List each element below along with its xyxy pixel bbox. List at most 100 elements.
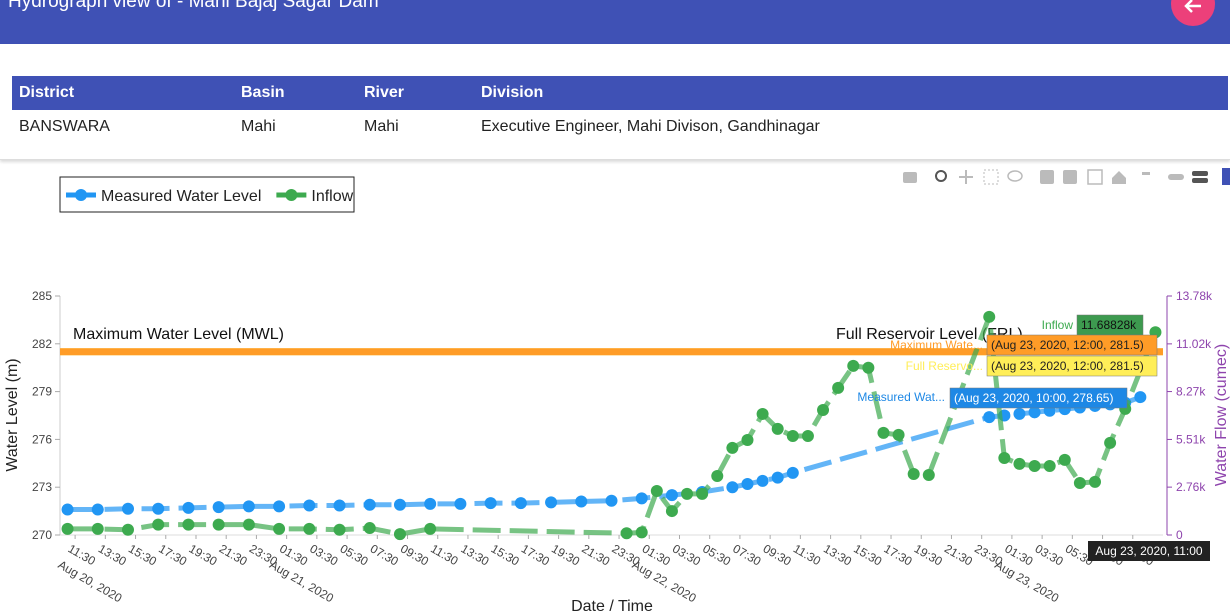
legend-label: Inflow — [311, 188, 353, 205]
x-tick-label: 09:30 — [761, 541, 794, 568]
data-point — [907, 467, 920, 480]
data-point — [1028, 406, 1041, 419]
x-tick-label: 05:30 — [700, 541, 733, 568]
hover-x-box — [1088, 541, 1210, 561]
data-point — [212, 518, 225, 531]
series-line — [67, 394, 1142, 513]
data-point — [832, 381, 845, 394]
hover-box — [986, 355, 1158, 377]
data-point — [665, 505, 678, 518]
y-tick-label: 282 — [32, 337, 52, 351]
hover-box — [949, 387, 1128, 409]
data-point — [363, 522, 376, 535]
data-point — [182, 518, 195, 531]
toolbar — [903, 168, 1230, 185]
x-tick-label: 19:30 — [549, 541, 582, 568]
x-tick-label: 17:30 — [882, 541, 915, 568]
zoom-out-button[interactable] — [1063, 170, 1077, 184]
hover-x-text: Aug 23, 2020, 11:00 — [1095, 544, 1203, 558]
data-point — [922, 468, 935, 481]
reference-label: Maximum Water Level (MWL) — [73, 326, 284, 343]
x-tick-label: 03:30 — [1033, 541, 1066, 568]
data-point — [1089, 475, 1102, 488]
data-point — [741, 478, 754, 491]
data-point — [801, 429, 814, 442]
y-tick-label: 276 — [32, 432, 52, 446]
hover-name: Maximum Wate... — [890, 338, 983, 352]
data-point — [242, 500, 255, 513]
x-tick-label: 05:30 — [338, 541, 371, 568]
data-point — [741, 433, 754, 446]
y2-tick-label: 5.51k — [1176, 432, 1206, 446]
x-tick-label: 21:30 — [217, 541, 250, 568]
data-point — [862, 361, 875, 374]
reference-label: Full Reservoir Level (FRL) — [836, 326, 1023, 343]
data-point — [91, 522, 104, 535]
data-point — [333, 523, 346, 536]
table-cell: BANSWARA — [19, 118, 110, 135]
pan-button[interactable] — [959, 170, 973, 184]
data-point — [1043, 459, 1056, 472]
reset-button[interactable] — [1112, 171, 1126, 184]
data-point — [514, 497, 527, 510]
x-tick-label: 21:30 — [579, 541, 612, 568]
data-point — [786, 429, 799, 442]
data-point — [575, 495, 588, 508]
page-title: Hydrograph view of - Mahi Bajaj Sagar Da… — [8, 0, 379, 12]
hover-closest-button[interactable] — [1168, 174, 1184, 180]
data-point — [242, 518, 255, 531]
hover-box — [986, 334, 1158, 356]
back-button[interactable] — [1171, 0, 1215, 26]
data-point — [1104, 436, 1117, 449]
data-point — [726, 481, 739, 494]
column-header: District — [19, 84, 75, 101]
table-cell: Mahi — [364, 118, 399, 135]
data-point — [635, 492, 648, 505]
data-point — [665, 489, 678, 502]
zoom-in-button[interactable] — [1040, 170, 1054, 184]
camera-button[interactable] — [903, 172, 917, 183]
data-point — [711, 470, 724, 483]
x-tick-label: 15:30 — [851, 541, 884, 568]
x-tick-label: 03:30 — [307, 541, 340, 568]
data-point — [363, 498, 376, 511]
x-tick-label: 15:30 — [126, 541, 159, 568]
data-point — [817, 403, 830, 416]
spike-button[interactable] — [1142, 172, 1150, 175]
hover-text: (Aug 23, 2020, 12:00, 281.5) — [991, 338, 1144, 352]
x-tick-label: 07:30 — [730, 541, 763, 568]
x-tick-label: 13:30 — [96, 541, 129, 568]
plotly-logo[interactable] — [1222, 168, 1230, 185]
data-point — [393, 498, 406, 511]
data-point — [1028, 459, 1041, 472]
data-point — [983, 411, 996, 424]
table-header: District Basin River Division — [12, 76, 1228, 110]
y-tick-label: 273 — [32, 480, 52, 494]
lasso-button[interactable] — [1007, 170, 1023, 182]
select-button[interactable] — [983, 169, 999, 185]
data-point — [424, 497, 437, 510]
data-point — [983, 310, 996, 323]
data-point — [484, 497, 497, 510]
data-point — [393, 528, 406, 541]
data-point — [182, 501, 195, 514]
data-point — [273, 500, 286, 513]
zoom-button[interactable] — [935, 170, 947, 182]
data-point — [1013, 407, 1026, 420]
autoscale-button[interactable] — [1087, 169, 1103, 185]
y-tick-label: 279 — [32, 385, 52, 399]
table-cell: Executive Engineer, Mahi Divison, Gandhi… — [481, 118, 820, 135]
hover-name: Inflow — [1042, 318, 1074, 332]
hover-compare-button[interactable] — [1192, 171, 1208, 176]
data-point — [696, 487, 709, 500]
data-point — [847, 359, 860, 372]
data-point — [771, 422, 784, 435]
x-tick-label: 11:30 — [791, 541, 824, 568]
y-axis-title: Water Level (m) — [4, 358, 21, 471]
info-table: District Basin River Division BANSWARA M… — [0, 44, 1230, 160]
data-point — [605, 494, 618, 507]
data-point — [756, 474, 769, 487]
legend-swatch-dot — [285, 189, 298, 201]
data-point — [273, 522, 286, 535]
hover-compare-button[interactable] — [1192, 178, 1208, 183]
